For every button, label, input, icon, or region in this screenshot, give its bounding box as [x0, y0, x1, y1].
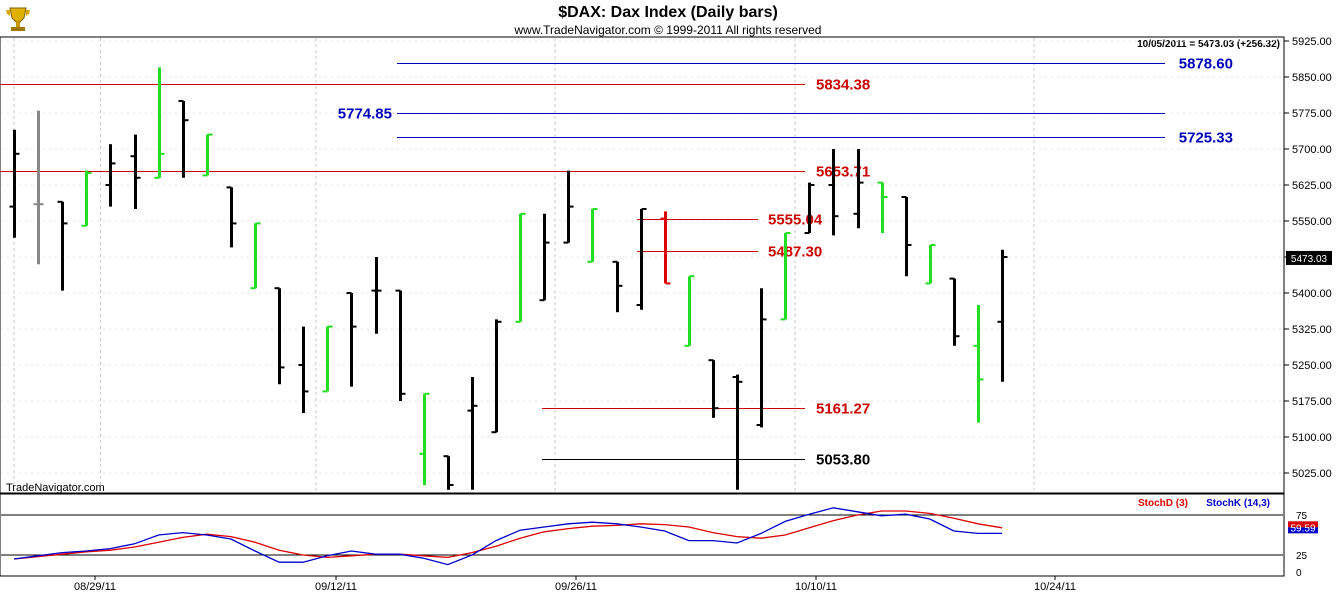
- ohlc-bar: [973, 305, 984, 423]
- logo: [6, 4, 30, 34]
- level-lines: 5878.60 5834.38 5774.85 5725.33 5653.71 5555.…: [0, 56, 1233, 469]
- ohlc-bar: [81, 170, 92, 227]
- stoch-k-box: [1288, 527, 1318, 534]
- x-tick-label: 08/29/11: [74, 581, 116, 593]
- level-label-5774.85: 5774.85: [338, 106, 392, 123]
- price-tick-label: 5175.00: [1292, 396, 1332, 408]
- price-tick-label: 5925.00: [1292, 36, 1332, 48]
- ohlc-bar: [515, 212, 526, 323]
- stoch-grid: [1, 514, 1283, 556]
- ohlc-bar: [154, 67, 165, 179]
- last-price-box: [1286, 250, 1332, 265]
- ohlc-bar: [708, 359, 719, 418]
- stoch-series-0: [13, 510, 1003, 560]
- stoch-panel: [0, 493, 1285, 577]
- stoch-lines: [13, 507, 1003, 566]
- ohlc-bar: [612, 260, 623, 313]
- ohlc-bar: [732, 374, 743, 490]
- price-tick-label: 5850.00: [1292, 72, 1332, 84]
- stoch-tick-label: 75: [1296, 511, 1308, 522]
- price-tick-label: 5775.00: [1292, 108, 1332, 120]
- ohlc-bar: [33, 110, 44, 265]
- ohlc-bar: [491, 319, 502, 434]
- ohlc-bar: [105, 144, 116, 207]
- ohlc-bar: [322, 325, 333, 393]
- legend-stoch-k: StochK (14,3): [1206, 498, 1270, 509]
- ohlc-bar: [395, 289, 406, 401]
- level-label-5053.80: 5053.80: [816, 452, 870, 469]
- chart-title: $DAX: Dax Index (Daily bars): [558, 4, 778, 21]
- level-label-5834.38: 5834.38: [816, 77, 870, 94]
- level-label-5161.27: 5161.27: [816, 401, 870, 418]
- price-readout: 10/05/2011 = 5473.03 (+256.32): [1137, 39, 1280, 50]
- price-tick-label: 5025.00: [1292, 468, 1332, 480]
- ohlc-bar: [202, 133, 213, 177]
- stoch-tick-label: 25: [1296, 551, 1308, 562]
- price-tick-label: 5550.00: [1292, 216, 1332, 228]
- stoch-last-label: 59.59: [1290, 523, 1315, 534]
- watermark: TradeNavigator.com: [6, 482, 105, 494]
- legend-stoch-d: StochD (3): [1138, 498, 1188, 509]
- chart-subtitle: www.TradeNavigator.com © 1999-2011 All r…: [514, 23, 822, 37]
- ohlc-bar: [756, 288, 767, 428]
- level-label-5487.30: 5487.30: [768, 244, 822, 261]
- ohlc-bar: [419, 392, 430, 485]
- stoch-axis: 75 25 0 59.59: [1288, 511, 1318, 579]
- ohlc-bar: [949, 277, 960, 346]
- ohlc-bar: [130, 134, 141, 209]
- price-tick-label: 5250.00: [1292, 360, 1332, 372]
- trophy-logo-icon: [6, 4, 30, 34]
- ohlc-bar: [539, 213, 550, 302]
- ohlc-bar: [274, 287, 285, 385]
- ohlc-bar: [925, 244, 936, 285]
- price-tick-label: 5700.00: [1292, 144, 1332, 156]
- ohlc-bar: [563, 170, 574, 244]
- x-tick-label: 09/26/11: [555, 581, 597, 593]
- x-tick-label: 10/10/11: [795, 581, 837, 593]
- ohlc-bar: [57, 200, 68, 291]
- level-label-5653.71: 5653.71: [816, 164, 870, 181]
- ohlc-bar: [250, 222, 261, 290]
- stoch-series-1: [13, 507, 1003, 566]
- ohlc-bar: [467, 377, 478, 490]
- ohlc-bar: [178, 100, 189, 178]
- price-axis: 5925.00 5850.00 5775.00 5700.00 5625.00 5550.…: [1284, 36, 1332, 480]
- ohlc-bar: [587, 208, 598, 263]
- ohlc-bar: [684, 275, 695, 347]
- ohlc-bar: [780, 232, 791, 321]
- ohlc-bar: [636, 208, 647, 310]
- price-tick-label: 5325.00: [1292, 324, 1332, 336]
- x-tick-label: 09/12/11: [315, 581, 357, 593]
- stoch-d-box: [1288, 521, 1318, 528]
- ohlc-bar: [660, 211, 671, 285]
- price-tick-label: 5625.00: [1292, 180, 1332, 192]
- price-bars: [9, 67, 1008, 490]
- level-label-5725.33: 5725.33: [1179, 130, 1233, 147]
- ohlc-bar: [371, 257, 382, 334]
- ohlc-bar: [997, 249, 1008, 382]
- level-label-5555.04: 5555.04: [768, 212, 823, 229]
- price-tick-label: 5400.00: [1292, 288, 1332, 300]
- ohlc-bar: [9, 129, 20, 238]
- level-label-5878.60: 5878.60: [1179, 56, 1233, 73]
- ohlc-bar: [346, 292, 357, 387]
- ohlc-bar: [298, 326, 309, 413]
- x-axis: 08/29/11 09/12/11 09/26/11 10/10/11 10/24/11: [74, 576, 1076, 593]
- x-tick-label: 10/24/11: [1034, 581, 1076, 593]
- ohlc-bar: [226, 186, 237, 248]
- ohlc-bar: [443, 455, 454, 490]
- ohlc-bar: [877, 181, 888, 233]
- ohlc-bar: [804, 182, 815, 234]
- stoch-tick-label: 0: [1296, 568, 1302, 579]
- ohlc-bar: [901, 196, 912, 277]
- price-tick-label: 5100.00: [1292, 432, 1332, 444]
- ohlc-bar: [828, 149, 839, 236]
- last-price-label: 5473.03: [1291, 254, 1328, 265]
- ohlc-bar: [853, 149, 864, 229]
